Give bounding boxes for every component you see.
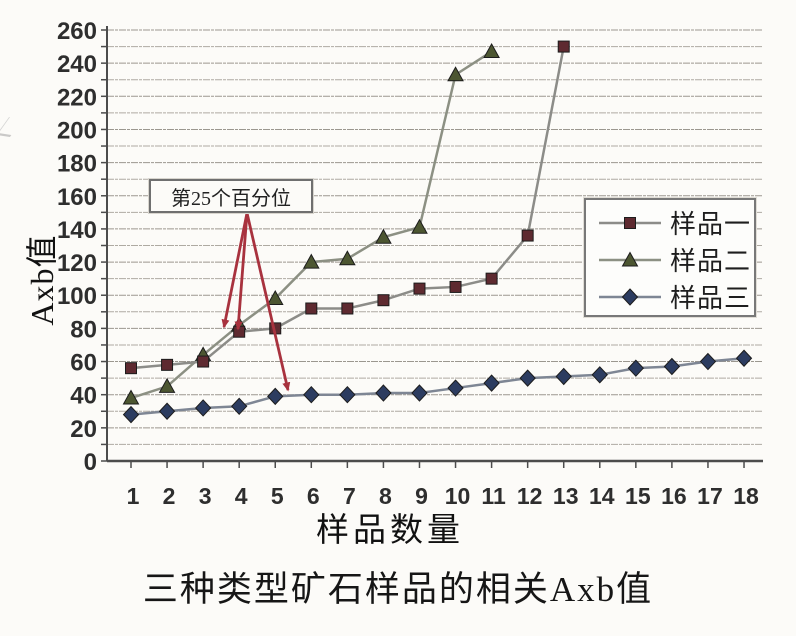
y-axis-title: Axb值 (24, 234, 60, 326)
series-3-marker (375, 384, 392, 402)
y-tick-label: 240 (57, 51, 97, 78)
legend-square-marker-icon (599, 216, 661, 229)
series-3-line (130, 356, 745, 416)
y-tick-label: 60 (70, 350, 97, 377)
series-2-marker (375, 228, 392, 244)
y-tick-label: 0 (84, 449, 97, 476)
series-2-marker (447, 66, 464, 82)
series-2-marker (158, 377, 176, 393)
series-1-marker (377, 294, 390, 307)
legend-diamond-marker-icon (599, 287, 661, 306)
x-tick-label: 8 (379, 483, 392, 509)
annotation-arrow (245, 212, 291, 392)
series-3-marker (699, 352, 717, 371)
x-axis-title: 样品数量 (316, 513, 464, 549)
series-2-marker (302, 253, 320, 269)
y-tick-label: 220 (57, 84, 97, 111)
x-tick-label: 3 (199, 483, 212, 509)
x-tick-label: 5 (271, 483, 284, 509)
legend-label: 样品三 (670, 284, 752, 313)
y-tick-label: 120 (57, 250, 97, 277)
series-1-marker (449, 280, 462, 293)
series-2-marker (339, 250, 356, 266)
series-1-marker (161, 358, 174, 371)
y-tick-label: 260 (57, 18, 97, 45)
series-2-marker (483, 43, 500, 59)
x-tick-label: 1 (127, 483, 140, 509)
series-2-line (130, 50, 493, 400)
legend-triangle-marker (621, 250, 639, 266)
x-tick-label: 9 (415, 483, 428, 509)
series-1-marker (485, 272, 498, 285)
x-tick-label: 13 (553, 483, 579, 509)
series-3-marker (194, 399, 212, 417)
series-2-group (122, 43, 500, 405)
y-tick-label: 40 (70, 383, 97, 410)
y-tick-label: 80 (70, 316, 97, 343)
series-1-marker (125, 362, 137, 375)
annotation-arrow (221, 212, 249, 329)
y-tick-label: 100 (57, 283, 97, 310)
series-3-marker (303, 385, 320, 404)
percentile-annotation-box: 第25个百分位 (149, 179, 313, 213)
series-1-group (125, 40, 570, 375)
legend: 样品一 样品二 样品三 (584, 198, 756, 317)
series-3-marker (411, 384, 428, 402)
series-1-marker (557, 40, 570, 53)
y-tick-label: 140 (57, 217, 97, 244)
series-3-marker (158, 402, 176, 421)
x-tick-label: 14 (589, 483, 615, 509)
chart-caption: 三种类型矿石样品的相关Axb值 (142, 570, 654, 609)
x-tick-label: 4 (235, 483, 248, 509)
legend-label: 样品一 (670, 210, 752, 239)
series-3-marker (519, 369, 536, 387)
x-tick-label: 17 (697, 483, 723, 509)
series-3-marker (591, 366, 608, 384)
x-tick-label: 12 (517, 483, 543, 509)
y-tick-label: 20 (70, 416, 97, 443)
x-tick-label: 10 (445, 483, 471, 509)
series-1-marker (341, 302, 354, 315)
series-3-marker (663, 357, 681, 376)
series-3-marker (627, 359, 645, 377)
series-3-marker (339, 385, 356, 404)
legend-diamond-marker (621, 287, 639, 306)
x-tick-label: 11 (481, 483, 506, 509)
legend-triangle-marker-icon (599, 250, 661, 266)
series-2-marker (411, 218, 428, 234)
series-3-marker (483, 374, 500, 392)
series-1-marker (413, 282, 426, 295)
x-tick-label: 7 (343, 483, 356, 509)
y-tick-label: 200 (57, 117, 97, 144)
y-tick-label: 160 (57, 184, 97, 211)
series-2-marker (122, 389, 140, 405)
series-3-marker (447, 379, 464, 397)
x-tick-label: 18 (733, 483, 759, 509)
x-tick-label: 16 (661, 483, 687, 509)
legend-item-2: 样品二 (586, 241, 754, 278)
legend-label: 样品二 (670, 247, 752, 276)
legend-square-marker (624, 216, 636, 229)
series-3-group (122, 349, 753, 424)
series-3-marker (230, 397, 248, 416)
annotation-arrow (234, 212, 249, 331)
legend-item-3: 样品三 (586, 278, 754, 315)
series-1-marker (521, 229, 534, 242)
x-tick-label: 6 (307, 483, 320, 509)
legend-item-1: 样品一 (586, 204, 754, 241)
x-tick-label: 15 (625, 483, 651, 509)
x-tick-label: 2 (163, 483, 176, 509)
series-3-marker (267, 387, 284, 406)
series-1-marker (305, 302, 318, 315)
y-tick-label: 180 (57, 151, 97, 178)
series-3-marker (735, 349, 753, 367)
series-3-marker (122, 405, 140, 424)
series-1-marker (197, 355, 210, 368)
series-3-marker (555, 367, 572, 386)
series-2-marker (266, 290, 284, 306)
